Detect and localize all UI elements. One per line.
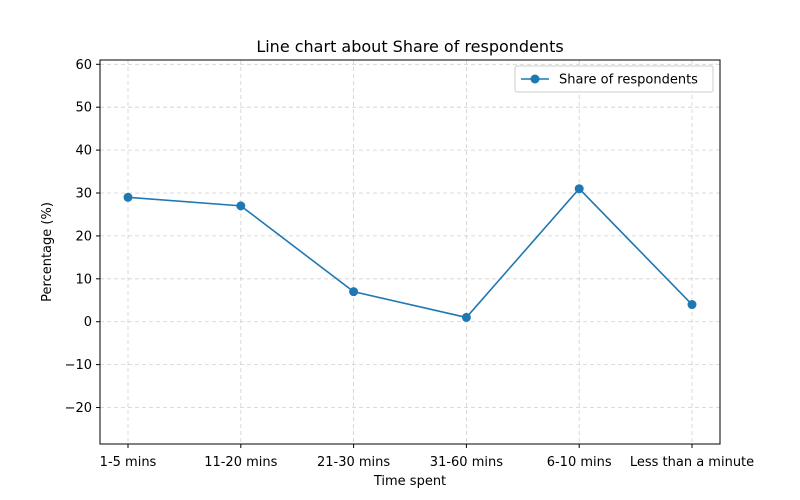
series-line bbox=[127, 187, 693, 319]
chart-title: Line chart about Share of respondents bbox=[256, 37, 563, 56]
legend-label: Share of respondents bbox=[559, 73, 698, 88]
y-axis: −20 −10 0 10 20 30 40 50 60 bbox=[65, 58, 100, 416]
data-point bbox=[123, 192, 133, 202]
legend: Share of respondents bbox=[514, 65, 714, 93]
x-tick-label: 1-5 mins bbox=[100, 455, 157, 470]
data-point bbox=[461, 312, 471, 322]
y-tick-label: 20 bbox=[75, 229, 92, 244]
y-tick-label: 50 bbox=[75, 101, 92, 116]
y-tick-label: −20 bbox=[65, 401, 92, 416]
x-axis-label: Time spent bbox=[373, 474, 446, 489]
y-tick-label: 10 bbox=[75, 272, 92, 287]
x-tick-label: 21-30 mins bbox=[317, 455, 390, 470]
y-tick-label: 40 bbox=[75, 144, 92, 159]
data-point bbox=[236, 201, 246, 211]
series-layer bbox=[123, 184, 697, 322]
legend-marker-icon bbox=[530, 74, 540, 84]
legend-box bbox=[514, 65, 714, 93]
y-tick-label: 30 bbox=[75, 187, 92, 202]
x-tick-label: 6-10 mins bbox=[547, 455, 612, 470]
y-axis-label: Percentage (%) bbox=[40, 202, 55, 302]
data-point bbox=[687, 300, 697, 310]
x-tick-label: Less than a minute bbox=[630, 455, 754, 470]
data-point bbox=[349, 287, 359, 297]
y-tick-label: 60 bbox=[75, 58, 92, 73]
grid-lines bbox=[100, 60, 720, 444]
y-tick-label: −10 bbox=[65, 358, 92, 373]
plot-frame bbox=[99, 59, 721, 445]
x-tick-label: 31-60 mins bbox=[430, 455, 503, 470]
x-axis: 1-5 mins 11-20 mins 21-30 mins 31-60 mins 6-… bbox=[100, 444, 754, 470]
data-point bbox=[574, 184, 584, 194]
y-tick-label: 0 bbox=[84, 315, 92, 330]
x-tick-label: 11-20 mins bbox=[204, 455, 277, 470]
